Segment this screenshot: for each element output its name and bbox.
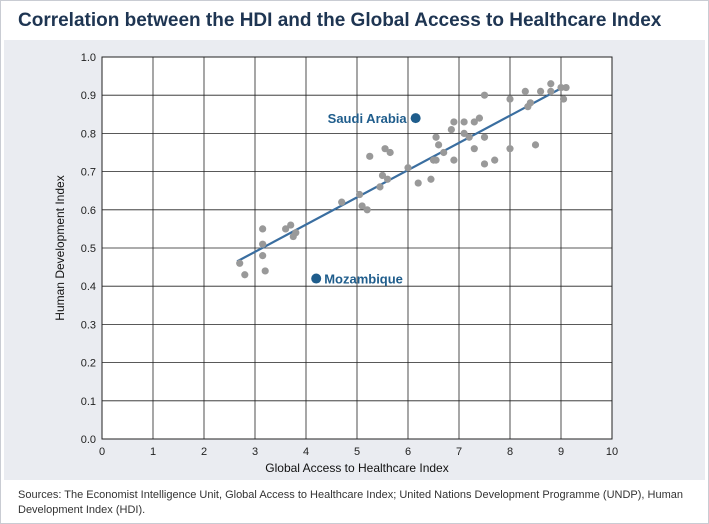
data-point [465, 133, 473, 141]
data-point [470, 118, 478, 126]
data-point [460, 118, 468, 126]
data-point [378, 171, 387, 180]
y-tick-label: 0.2 [81, 358, 96, 370]
data-point [358, 202, 366, 210]
data-point [404, 164, 412, 172]
data-point [480, 91, 489, 99]
data-point [531, 141, 540, 149]
data-point [491, 156, 499, 164]
data-point [338, 198, 346, 206]
data-point [261, 267, 269, 275]
points-layer [236, 80, 570, 279]
data-point [282, 225, 290, 233]
trend-line-layer [236, 84, 567, 263]
data-point [386, 148, 394, 157]
data-point [241, 271, 249, 279]
y-tick-label: 1.0 [81, 52, 96, 64]
data-point [506, 145, 514, 153]
x-tick-label: 3 [252, 446, 258, 458]
x-tick-label: 2 [201, 446, 207, 458]
x-tick-label: 6 [405, 446, 411, 458]
y-tick-label: 0.9 [81, 90, 96, 102]
data-point [559, 95, 568, 103]
grid [101, 56, 613, 440]
data-point [435, 141, 443, 149]
data-point [537, 87, 545, 95]
data-point [287, 221, 295, 229]
data-point [440, 148, 448, 157]
data-label-mozambique: Mozambique [324, 272, 403, 287]
data-point [547, 80, 555, 88]
data-point [480, 160, 489, 168]
data-point [432, 156, 440, 164]
y-tick-label: 0.6 [81, 205, 96, 217]
data-point [557, 83, 565, 92]
data-point [292, 229, 300, 237]
highlighted-point [311, 273, 322, 284]
data-point [432, 133, 440, 141]
y-tick-label: 0.3 [81, 319, 96, 331]
data-point [236, 259, 244, 267]
data-point [366, 152, 374, 160]
data-point [450, 118, 458, 126]
y-tick-label: 0.4 [81, 281, 96, 293]
x-tick-label: 4 [303, 446, 309, 458]
y-tick-label: 0.8 [81, 128, 96, 140]
chart-title: Correlation between the HDI and the Glob… [18, 10, 662, 31]
data-point [414, 179, 422, 187]
data-point [547, 87, 555, 95]
data-point [470, 145, 478, 153]
data-point [460, 129, 468, 137]
x-tick-label: 5 [354, 446, 360, 458]
data-point [381, 145, 389, 153]
data-point [376, 183, 384, 191]
data-point [427, 175, 435, 183]
sources-note: Sources: The Economist Intelligence Unit… [18, 489, 683, 516]
trend-line [236, 84, 567, 263]
highlight-layer: Saudi Arabia Mozambique [311, 111, 421, 287]
data-point [475, 114, 483, 122]
data-label-saudi-arabia: Saudi Arabia [328, 111, 408, 126]
data-point [259, 225, 267, 233]
data-point [506, 95, 514, 103]
y-tick-label: 0.7 [81, 167, 96, 179]
data-point [384, 175, 392, 183]
data-point [355, 190, 364, 199]
tick-labels: 0 1 2 3 4 5 6 7 8 9 10 0.0 0.1 0.2 0.3 0.4 0.5 0.6 0.7 0.8 0… [81, 52, 618, 458]
data-point [259, 240, 267, 248]
y-tick-label: 0.5 [81, 243, 96, 255]
data-point [480, 133, 489, 141]
data-point [259, 252, 267, 260]
x-tick-label: 8 [507, 446, 513, 458]
x-tick-label: 7 [456, 446, 462, 458]
x-tick-label: 1 [150, 446, 156, 458]
data-point [521, 87, 529, 95]
y-axis-label: Human Development Index [53, 175, 67, 320]
y-tick-label: 0.0 [81, 434, 96, 446]
y-tick-label: 0.1 [81, 396, 96, 408]
x-tick-label: 9 [558, 446, 564, 458]
data-point [526, 99, 535, 107]
x-tick-label: 0 [99, 446, 105, 458]
data-point [363, 206, 371, 214]
data-point [450, 156, 458, 164]
x-tick-label: 10 [606, 446, 618, 458]
highlighted-point [410, 113, 421, 124]
data-point [447, 125, 455, 134]
data-point [562, 83, 570, 92]
x-axis-label: Global Access to Healthcare Index [265, 461, 448, 475]
